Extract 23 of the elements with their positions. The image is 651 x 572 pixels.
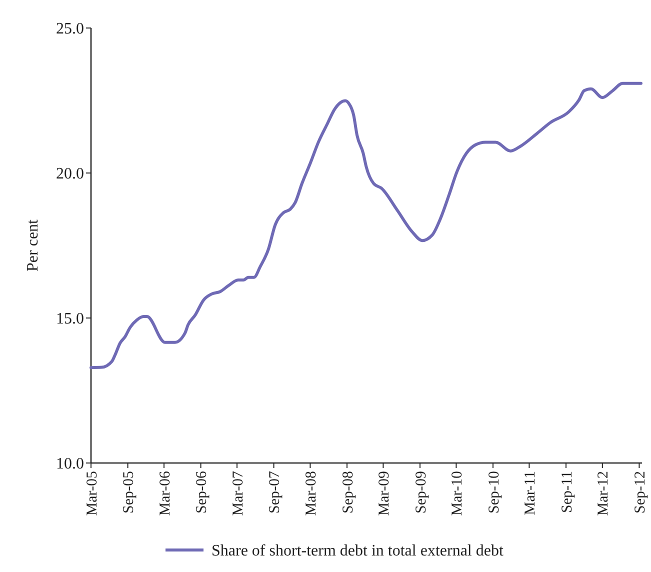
x-tick-label: Sep-09: [413, 471, 430, 514]
x-tick-label: Mar-10: [449, 471, 466, 516]
legend-label: Share of short-term debt in total external debt: [212, 542, 504, 560]
x-tick-label: Sep-08: [340, 471, 356, 514]
x-tick-label: Mar-08: [303, 471, 320, 516]
line-series: [90, 82, 642, 370]
x-tick-label: Mar-09: [376, 471, 392, 516]
x-tick-label: Mar-06: [157, 470, 174, 516]
x-tick-label: Sep-05: [121, 471, 138, 514]
x-tick-label: Sep-07: [267, 470, 284, 514]
x-tick-label: Mar-11: [522, 471, 538, 516]
y-tick-label: 10.0: [56, 456, 84, 473]
y-tick-label: 25.0: [56, 20, 84, 38]
x-tick-label: Mar-07: [230, 470, 246, 516]
y-tick-label: 15.0: [56, 310, 84, 328]
x-tick-label: Sep-10: [486, 471, 502, 514]
x-tick-label: Mar-12: [596, 471, 612, 516]
x-tick-label: Sep-06: [194, 470, 210, 514]
x-tick-label: Sep-12: [632, 471, 648, 514]
x-tick-label: Mar-05: [84, 471, 100, 516]
x-tick-label: Sep-11: [559, 471, 576, 513]
y-tick-label: 20.0: [56, 166, 84, 183]
y-axis-title: Per cent: [24, 218, 42, 272]
